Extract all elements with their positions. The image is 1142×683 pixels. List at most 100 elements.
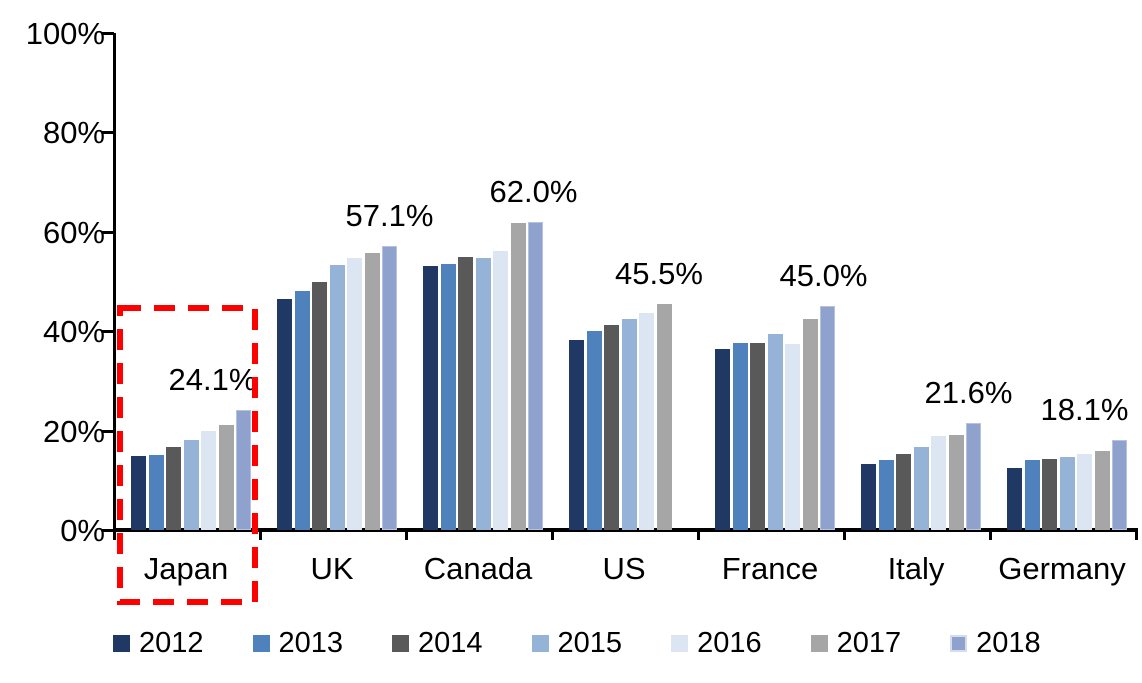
bar-uk-2012 <box>277 299 292 530</box>
data-label-uk: 57.1% <box>345 198 434 234</box>
bar-uk-2015 <box>329 264 345 530</box>
x-tick-mark <box>1135 528 1138 540</box>
bar-us-2015 <box>621 319 637 530</box>
category-label-japan: Japan <box>143 551 229 586</box>
bar-canada-2014 <box>458 257 473 530</box>
x-tick-mark <box>989 528 992 540</box>
bar-italy-2014 <box>896 453 911 530</box>
data-label-canada: 62.0% <box>489 173 578 209</box>
category-label-france: France <box>721 551 819 586</box>
y-tick-label: 100% <box>25 16 105 51</box>
data-label-germany: 18.1% <box>1040 392 1129 428</box>
legend-swatch-2016 <box>671 635 689 652</box>
legend-swatch-2013 <box>252 635 270 652</box>
bar-japan-2018 <box>236 410 251 530</box>
category-label-germany: Germany <box>998 551 1126 586</box>
legend-label-2015: 2015 <box>557 627 623 659</box>
x-axis-line <box>113 528 1136 532</box>
data-label-japan: 24.1% <box>168 362 257 398</box>
bar-germany-2015 <box>1059 456 1075 530</box>
bar-germany-2017 <box>1094 451 1110 530</box>
bar-canada-2016 <box>493 250 508 530</box>
bar-germany-2016 <box>1077 453 1092 530</box>
bar-france-2018 <box>820 306 835 530</box>
bar-canada-2012 <box>423 266 438 530</box>
bar-france-2015 <box>767 334 783 530</box>
bar-japan-2013 <box>148 455 164 530</box>
y-tick-mark <box>102 131 114 135</box>
x-tick-mark <box>843 528 846 540</box>
y-tick-mark <box>102 529 114 532</box>
y-axis-line <box>113 33 116 532</box>
data-label-france: 45.0% <box>779 258 868 294</box>
bar-france-2013 <box>732 342 748 530</box>
bar-italy-2018 <box>966 422 981 530</box>
legend-swatch-2018 <box>950 635 968 652</box>
bar-france-2014 <box>750 342 765 530</box>
bar-uk-2016 <box>347 257 362 530</box>
legend-item-2014: 2014 <box>392 629 483 658</box>
y-tick-mark <box>102 230 114 234</box>
legend-label-2018: 2018 <box>976 627 1041 659</box>
bar-italy-2015 <box>913 446 929 530</box>
bar-us-2012 <box>569 339 584 530</box>
bar-japan-2014 <box>166 447 181 530</box>
bar-canada-2013 <box>440 264 456 530</box>
y-tick-label: 20% <box>42 413 105 449</box>
bar-uk-2014 <box>312 281 327 530</box>
bar-japan-2017 <box>218 425 234 530</box>
bar-us-2014 <box>604 324 619 530</box>
bar-japan-2015 <box>183 439 199 530</box>
bar-uk-2013 <box>294 291 310 530</box>
legend-item-2017: 2017 <box>810 627 902 659</box>
legend-item-2016: 2016 <box>671 629 762 658</box>
bar-france-2012 <box>715 348 730 530</box>
x-tick-mark <box>405 528 408 540</box>
legend-label-2016: 2016 <box>697 627 762 659</box>
bar-canada-2018 <box>528 221 543 530</box>
x-tick-mark <box>551 528 554 540</box>
bar-italy-2013 <box>878 459 894 530</box>
legend-swatch-2012 <box>113 635 130 652</box>
bar-germany-2014 <box>1042 458 1057 530</box>
legend-label-2012: 2012 <box>139 627 204 659</box>
category-label-uk: UK <box>310 551 354 586</box>
bar-uk-2018 <box>382 246 397 530</box>
category-label-italy: Italy <box>887 551 945 586</box>
bar-us-2017 <box>656 303 672 530</box>
bar-germany-2018 <box>1112 440 1127 530</box>
bar-germany-2013 <box>1024 460 1040 530</box>
y-tick-label: 60% <box>42 214 105 250</box>
data-label-italy: 21.6% <box>924 374 1013 410</box>
bar-france-2016 <box>785 344 800 530</box>
bar-japan-2012 <box>131 455 146 530</box>
x-tick-mark <box>259 528 262 540</box>
x-tick-mark <box>113 528 116 540</box>
legend-item-2018: 2018 <box>950 629 1041 658</box>
bar-italy-2017 <box>948 435 964 530</box>
legend-swatch-2014 <box>392 635 410 652</box>
bar-uk-2017 <box>364 252 380 530</box>
x-tick-mark <box>697 528 700 540</box>
legend-label-2013: 2013 <box>278 627 344 659</box>
legend-label-2017: 2017 <box>836 627 902 659</box>
legend-item-2013: 2013 <box>252 627 344 659</box>
y-tick-label: 80% <box>42 115 105 151</box>
bar-germany-2012 <box>1007 467 1022 530</box>
legend-item-2012: 2012 <box>113 629 204 658</box>
y-tick-mark <box>102 32 114 35</box>
y-tick-label: 0% <box>60 513 105 548</box>
category-label-us: US <box>602 551 646 586</box>
legend: 2012 2013 2014 2015 2016 2017 2018 <box>113 629 1041 658</box>
y-tick-mark <box>102 330 114 334</box>
legend-label-2014: 2014 <box>418 627 483 659</box>
y-tick-label: 40% <box>42 314 105 350</box>
bar-us-2016 <box>639 312 654 530</box>
bar-italy-2016 <box>931 435 946 530</box>
y-tick-mark <box>102 429 114 433</box>
bar-japan-2016 <box>201 430 216 530</box>
category-label-canada: Canada <box>423 551 533 586</box>
legend-swatch-2017 <box>810 635 828 652</box>
legend-swatch-2015 <box>531 635 549 652</box>
